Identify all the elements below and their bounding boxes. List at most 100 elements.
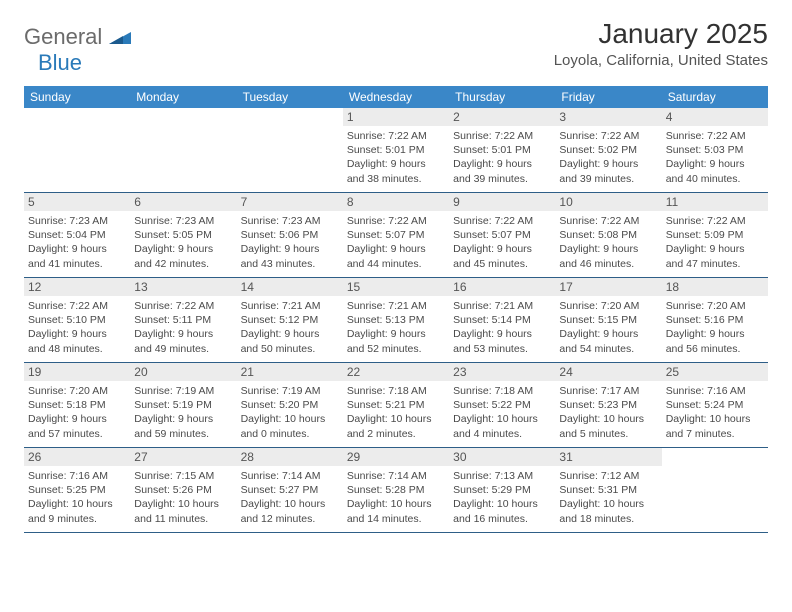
logo-text-blue: Blue (38, 50, 82, 75)
calendar-body: 1Sunrise: 7:22 AMSunset: 5:01 PMDaylight… (24, 108, 768, 533)
calendar-day-cell: 24 Sunrise: 7:17 AMSunset: 5:23 PMDayligh… (555, 363, 661, 447)
calendar-day-cell: 2Sunrise: 7:22 AMSunset: 5:01 PMDaylight… (449, 108, 555, 192)
calendar-day-cell: 19 Sunrise: 7:20 AMSunset: 5:18 PMDayligh… (24, 363, 130, 447)
day-sun-info: Sunrise: 7:21 AMSunset: 5:13 PMDaylight:… (347, 299, 445, 356)
day-number: 7 (237, 193, 343, 211)
day-number: 28 (237, 448, 343, 466)
calendar-day-cell: 20Sunrise: 7:19 AMSunset: 5:19 PMDayligh… (130, 363, 236, 447)
calendar-week-row: 26Sunrise: 7:16 AMSunset: 5:25 PMDayligh… (24, 448, 768, 533)
calendar-day-cell: 25 Sunrise: 7:16 AMSunset: 5:24 PMDayligh… (662, 363, 768, 447)
logo: General Blue (24, 18, 131, 76)
logo-text-general: General (24, 24, 102, 49)
calendar-day-cell: 17 Sunrise: 7:20 AMSunset: 5:15 PMDayligh… (555, 278, 661, 362)
day-sun-info: Sunrise: 7:17 AMSunset: 5:23 PMDaylight:… (559, 384, 657, 441)
day-number: 14 (237, 278, 343, 296)
calendar-day-cell: 21 Sunrise: 7:19 AMSunset: 5:20 PMDayligh… (237, 363, 343, 447)
weekday-header-row: SundayMondayTuesdayWednesdayThursdayFrid… (24, 86, 768, 108)
day-number: 16 (449, 278, 555, 296)
calendar-day-cell: 18 Sunrise: 7:20 AMSunset: 5:16 PMDayligh… (662, 278, 768, 362)
day-number: 27 (130, 448, 236, 466)
day-sun-info: Sunrise: 7:12 AMSunset: 5:31 PMDaylight:… (559, 469, 657, 526)
day-sun-info: Sunrise: 7:20 AMSunset: 5:15 PMDaylight:… (559, 299, 657, 356)
day-sun-info: Sunrise: 7:13 AMSunset: 5:29 PMDaylight:… (453, 469, 551, 526)
day-sun-info: Sunrise: 7:16 AMSunset: 5:24 PMDaylight:… (666, 384, 764, 441)
calendar-day-cell: 15 Sunrise: 7:21 AMSunset: 5:13 PMDayligh… (343, 278, 449, 362)
location-text: Loyola, California, United States (554, 52, 768, 69)
calendar-day-cell: 30Sunrise: 7:13 AMSunset: 5:29 PMDayligh… (449, 448, 555, 532)
calendar-day-cell: 28 Sunrise: 7:14 AMSunset: 5:27 PMDayligh… (237, 448, 343, 532)
calendar-day-cell (130, 108, 236, 192)
calendar: SundayMondayTuesdayWednesdayThursdayFrid… (24, 86, 768, 533)
day-sun-info: Sunrise: 7:22 AMSunset: 5:01 PMDaylight:… (347, 129, 445, 186)
logo-triangle-icon (109, 28, 131, 49)
calendar-day-cell: 3Sunrise: 7:22 AMSunset: 5:02 PMDaylight… (555, 108, 661, 192)
weekday-header: Wednesday (343, 86, 449, 108)
day-number: 22 (343, 363, 449, 381)
day-number: 11 (662, 193, 768, 211)
day-sun-info: Sunrise: 7:14 AMSunset: 5:27 PMDaylight:… (241, 469, 339, 526)
day-number: 5 (24, 193, 130, 211)
day-number: 31 (555, 448, 661, 466)
day-number: 4 (662, 108, 768, 126)
day-sun-info: Sunrise: 7:21 AMSunset: 5:14 PMDaylight:… (453, 299, 551, 356)
weekday-header: Tuesday (237, 86, 343, 108)
day-sun-info: Sunrise: 7:20 AMSunset: 5:16 PMDaylight:… (666, 299, 764, 356)
weekday-header: Saturday (662, 86, 768, 108)
calendar-week-row: 1Sunrise: 7:22 AMSunset: 5:01 PMDaylight… (24, 108, 768, 193)
day-sun-info: Sunrise: 7:21 AMSunset: 5:12 PMDaylight:… (241, 299, 339, 356)
weekday-header: Monday (130, 86, 236, 108)
day-sun-info: Sunrise: 7:22 AMSunset: 5:01 PMDaylight:… (453, 129, 551, 186)
day-number: 15 (343, 278, 449, 296)
day-sun-info: Sunrise: 7:15 AMSunset: 5:26 PMDaylight:… (134, 469, 232, 526)
calendar-day-cell: 13 Sunrise: 7:22 AMSunset: 5:11 PMDayligh… (130, 278, 236, 362)
calendar-day-cell: 22 Sunrise: 7:18 AMSunset: 5:21 PMDayligh… (343, 363, 449, 447)
day-number: 24 (555, 363, 661, 381)
day-number: 25 (662, 363, 768, 381)
day-number: 1 (343, 108, 449, 126)
day-number: 3 (555, 108, 661, 126)
header: General Blue January 2025 Loyola, Califo… (24, 18, 768, 76)
day-number: 19 (24, 363, 130, 381)
day-sun-info: Sunrise: 7:19 AMSunset: 5:19 PMDaylight:… (134, 384, 232, 441)
calendar-day-cell: 5 Sunrise: 7:23 AMSunset: 5:04 PMDaylight… (24, 193, 130, 277)
day-sun-info: Sunrise: 7:22 AMSunset: 5:07 PMDaylight:… (453, 214, 551, 271)
calendar-day-cell: 31 Sunrise: 7:12 AMSunset: 5:31 PMDayligh… (555, 448, 661, 532)
day-number: 21 (237, 363, 343, 381)
calendar-day-cell: 23Sunrise: 7:18 AMSunset: 5:22 PMDayligh… (449, 363, 555, 447)
day-sun-info: Sunrise: 7:23 AMSunset: 5:04 PMDaylight:… (28, 214, 126, 271)
day-number: 9 (449, 193, 555, 211)
day-number: 12 (24, 278, 130, 296)
weekday-header: Thursday (449, 86, 555, 108)
day-number: 6 (130, 193, 236, 211)
day-sun-info: Sunrise: 7:22 AMSunset: 5:10 PMDaylight:… (28, 299, 126, 356)
day-sun-info: Sunrise: 7:18 AMSunset: 5:21 PMDaylight:… (347, 384, 445, 441)
calendar-day-cell (237, 108, 343, 192)
title-block: January 2025 Loyola, California, United … (554, 18, 768, 69)
day-sun-info: Sunrise: 7:23 AMSunset: 5:06 PMDaylight:… (241, 214, 339, 271)
calendar-day-cell: 8Sunrise: 7:22 AMSunset: 5:07 PMDaylight… (343, 193, 449, 277)
calendar-day-cell (662, 448, 768, 532)
calendar-day-cell: 14 Sunrise: 7:21 AMSunset: 5:12 PMDayligh… (237, 278, 343, 362)
calendar-day-cell: 10Sunrise: 7:22 AMSunset: 5:08 PMDayligh… (555, 193, 661, 277)
calendar-day-cell (24, 108, 130, 192)
calendar-day-cell: 27 Sunrise: 7:15 AMSunset: 5:26 PMDayligh… (130, 448, 236, 532)
calendar-day-cell: 29 Sunrise: 7:14 AMSunset: 5:28 PMDayligh… (343, 448, 449, 532)
day-number: 10 (555, 193, 661, 211)
day-number: 18 (662, 278, 768, 296)
day-sun-info: Sunrise: 7:16 AMSunset: 5:25 PMDaylight:… (28, 469, 126, 526)
day-sun-info: Sunrise: 7:23 AMSunset: 5:05 PMDaylight:… (134, 214, 232, 271)
day-sun-info: Sunrise: 7:14 AMSunset: 5:28 PMDaylight:… (347, 469, 445, 526)
day-sun-info: Sunrise: 7:19 AMSunset: 5:20 PMDaylight:… (241, 384, 339, 441)
calendar-day-cell: 6 Sunrise: 7:23 AMSunset: 5:05 PMDaylight… (130, 193, 236, 277)
day-sun-info: Sunrise: 7:22 AMSunset: 5:07 PMDaylight:… (347, 214, 445, 271)
weekday-header: Friday (555, 86, 661, 108)
day-sun-info: Sunrise: 7:20 AMSunset: 5:18 PMDaylight:… (28, 384, 126, 441)
calendar-day-cell: 11Sunrise: 7:22 AMSunset: 5:09 PMDayligh… (662, 193, 768, 277)
day-number: 13 (130, 278, 236, 296)
calendar-day-cell: 7 Sunrise: 7:23 AMSunset: 5:06 PMDaylight… (237, 193, 343, 277)
day-number: 17 (555, 278, 661, 296)
calendar-day-cell: 12 Sunrise: 7:22 AMSunset: 5:10 PMDayligh… (24, 278, 130, 362)
day-sun-info: Sunrise: 7:22 AMSunset: 5:11 PMDaylight:… (134, 299, 232, 356)
calendar-day-cell: 1 Sunrise: 7:22 AMSunset: 5:01 PMDaylight… (343, 108, 449, 192)
day-number: 29 (343, 448, 449, 466)
